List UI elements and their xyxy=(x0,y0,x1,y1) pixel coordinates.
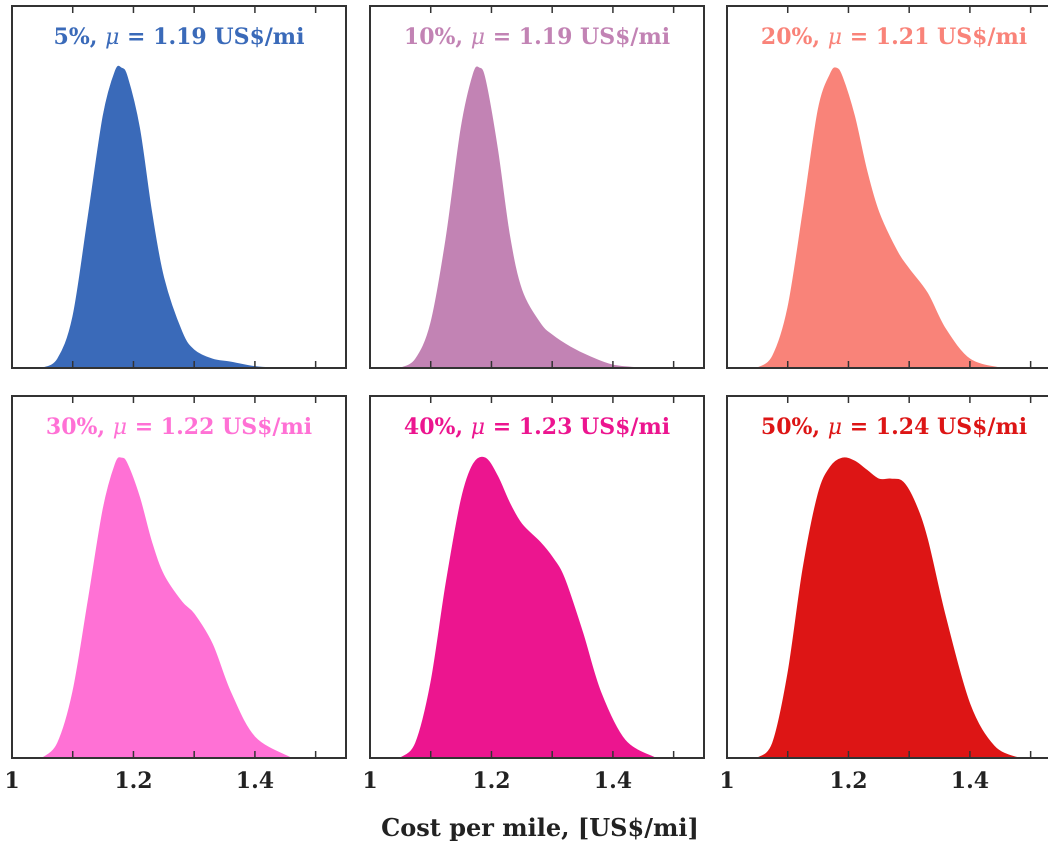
distribution-area xyxy=(399,66,644,368)
panel-2: 10%, μ = 1.19 US$/mi xyxy=(369,5,705,369)
panel-title: 40%, μ = 1.23 US$/mi xyxy=(404,414,670,440)
x-tick-label: 1.4 xyxy=(594,768,632,794)
panel-3: 20%, μ = 1.21 US$/mi xyxy=(726,5,1048,369)
x-tick-label: 1 xyxy=(362,768,377,794)
panel-title: 50%, μ = 1.24 US$/mi xyxy=(761,414,1027,440)
panel-title: 30%, μ = 1.22 US$/mi xyxy=(46,414,312,440)
panel-title: 5%, μ = 1.19 US$/mi xyxy=(54,24,305,50)
x-tick-label: 1.4 xyxy=(951,768,989,794)
x-tick-label: 1.2 xyxy=(114,768,152,794)
x-tick-label: 1 xyxy=(4,768,19,794)
panel-1: 5%, μ = 1.19 US$/mi xyxy=(11,5,347,369)
panel-5: 1 1.2 1.4 40%, μ = 1.23 US$/mi xyxy=(362,395,705,794)
axes-frame xyxy=(11,5,347,369)
distribution-area xyxy=(399,456,657,758)
panel-4: 1 1.2 1.4 30%, μ = 1.22 US$/mi xyxy=(4,395,347,794)
distribution-area xyxy=(756,67,1001,368)
x-tick-label: 1 xyxy=(719,768,734,794)
x-tick-label: 1.2 xyxy=(829,768,867,794)
panels: 5%, μ = 1.19 US$/mi 10%, μ = 1.19 US$/mi 2… xyxy=(4,5,1048,794)
axes-frame xyxy=(369,5,705,369)
axes-frame xyxy=(726,5,1048,369)
axes-frame xyxy=(11,395,347,759)
distribution-area xyxy=(756,457,1019,758)
axes-frame xyxy=(726,395,1048,759)
distribution-area xyxy=(41,457,293,758)
panel-title: 10%, μ = 1.19 US$/mi xyxy=(404,24,670,50)
panel-title: 20%, μ = 1.21 US$/mi xyxy=(761,24,1027,50)
x-axis-label: Cost per mile, [US$/mi] xyxy=(381,813,699,842)
x-tick-label: 1.4 xyxy=(236,768,274,794)
x-tick-label: 1.2 xyxy=(472,768,510,794)
distribution-area xyxy=(41,65,280,368)
axes-frame xyxy=(369,395,705,759)
panel-6: 1 1.2 1.4 50%, μ = 1.24 US$/mi xyxy=(719,395,1048,794)
